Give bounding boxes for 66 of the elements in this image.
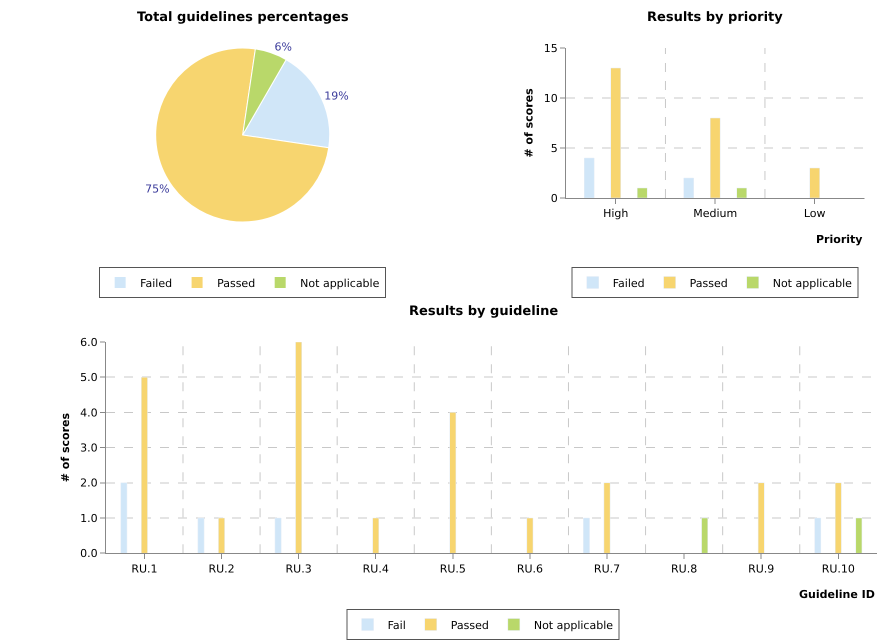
chart-title: Total guidelines percentages	[137, 10, 349, 25]
bar	[198, 518, 204, 554]
y-tick-label: 5	[550, 142, 558, 155]
bar	[814, 518, 822, 554]
legend-label: Not applicable	[772, 276, 852, 290]
x-axis-title: Priority	[816, 233, 862, 246]
legend-label: Not applicable	[300, 276, 380, 290]
bar	[736, 188, 747, 198]
bar	[834, 482, 842, 554]
x-tick-label: Medium	[693, 207, 738, 220]
x-tick-label: RU.6	[516, 562, 544, 576]
x-axis-title: Guideline ID	[799, 588, 875, 601]
x-tick-label: High	[603, 207, 628, 220]
x-tick-label: RU.4	[362, 562, 389, 576]
legend-label: Fail	[388, 618, 406, 632]
bar	[295, 342, 302, 554]
y-tick-label: 4.0	[80, 406, 98, 420]
legend-label: Failed	[612, 276, 645, 290]
bar	[141, 376, 148, 554]
bar	[610, 68, 621, 198]
y-axis-title: # of scores	[58, 412, 72, 482]
chart-title: Results by guideline	[409, 304, 558, 319]
y-tick-label: 3.0	[80, 441, 98, 454]
legend-label: Passed	[217, 276, 256, 290]
data-label: 6%	[274, 40, 292, 54]
x-tick-label: RU.3	[286, 562, 312, 576]
y-tick-label: 1.0	[80, 512, 98, 525]
y-tick-label: 6.0	[80, 336, 98, 349]
x-tick-label: RU.1	[131, 562, 158, 576]
bar	[809, 168, 820, 198]
x-tick-label: RU.5	[440, 562, 466, 576]
y-tick-label: 0.0	[80, 547, 98, 560]
bar	[604, 482, 610, 554]
bar	[584, 158, 594, 198]
legend-label: Not applicable	[534, 618, 614, 632]
bar	[710, 118, 720, 198]
bar	[218, 518, 225, 554]
bar	[372, 518, 380, 554]
bar	[683, 178, 694, 198]
x-tick-label: Low	[804, 207, 826, 220]
bar	[758, 482, 765, 554]
bar	[856, 518, 862, 554]
y-axis-title: # of scores	[522, 88, 536, 158]
y-tick-label: 15	[544, 42, 558, 55]
x-tick-label: RU.10	[822, 562, 855, 576]
x-tick-label: RU.2	[208, 562, 235, 576]
data-label: 19%	[324, 89, 349, 102]
x-tick-label: RU.8	[671, 562, 698, 576]
y-tick-label: 5.0	[80, 371, 98, 384]
legend-label: Failed	[140, 276, 172, 290]
y-tick-label: 2.0	[80, 476, 98, 490]
bar	[274, 518, 282, 554]
x-tick-label: RU.7	[594, 562, 620, 576]
bar	[449, 412, 456, 554]
data-label: 75%	[145, 182, 170, 196]
bar	[583, 518, 590, 554]
bar	[701, 518, 708, 554]
bar	[120, 482, 128, 554]
bar	[526, 518, 534, 554]
y-tick-label: 0	[550, 192, 558, 205]
bar	[637, 188, 648, 198]
chart-title: Results by priority	[647, 10, 784, 25]
legend-label: Passed	[450, 618, 489, 632]
legend-label: Passed	[690, 276, 728, 290]
x-tick-label: RU.9	[748, 562, 774, 576]
y-tick-label: 10	[544, 92, 558, 105]
